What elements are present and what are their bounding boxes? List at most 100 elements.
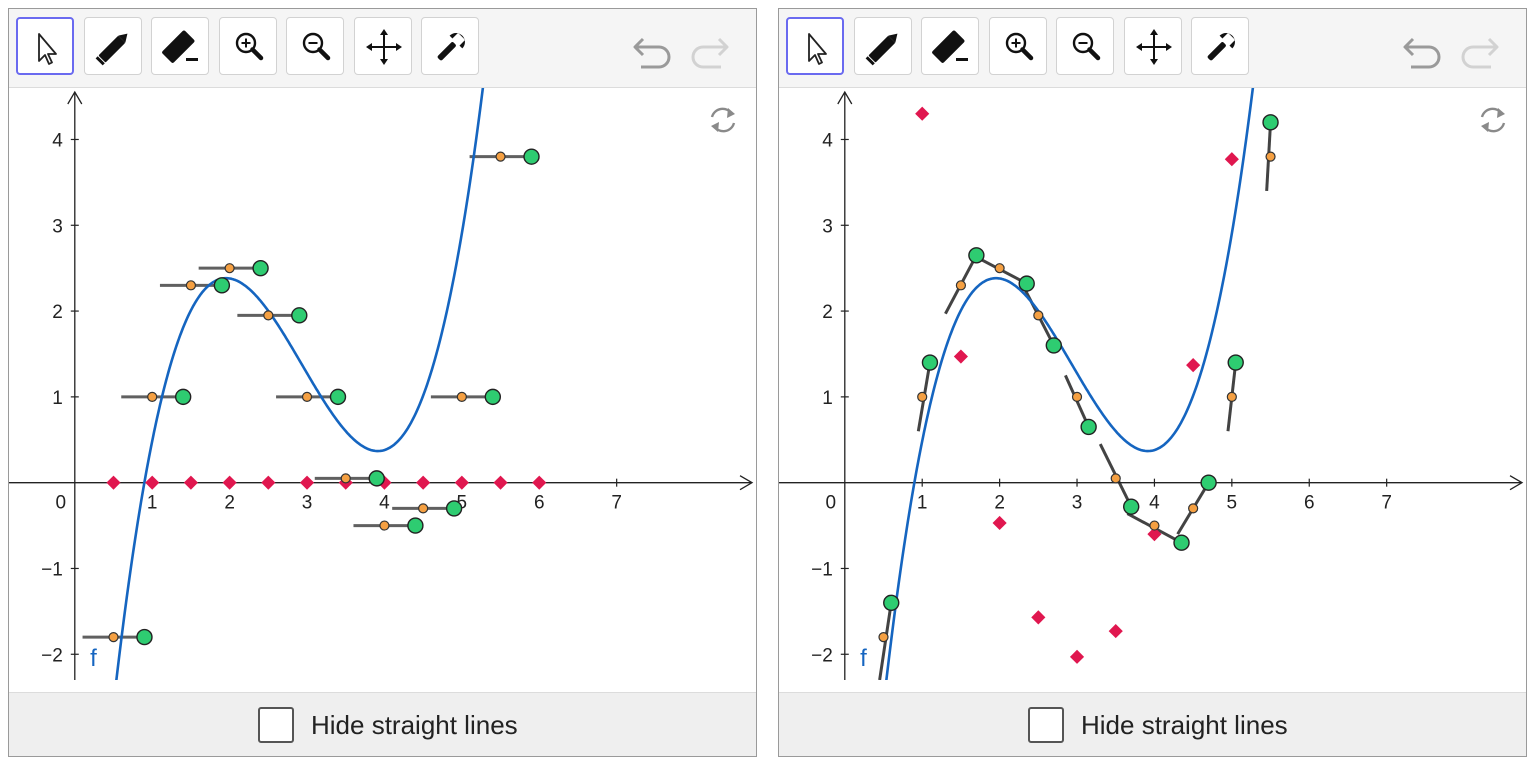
settings-tool-button[interactable] xyxy=(1191,17,1249,75)
x-tick-label: 1 xyxy=(147,493,158,514)
green-draggable-point xyxy=(1080,418,1097,436)
red-diamond-point xyxy=(145,475,160,490)
undo-button[interactable] xyxy=(1401,29,1445,74)
green-draggable-point xyxy=(1123,498,1140,515)
y-tick-label: 4 xyxy=(822,130,833,151)
y-tick-label: −2 xyxy=(811,645,833,666)
graphics-view[interactable]: 0 1 2 3 4 5 6 7 4 3 2 1 −1 −2 f xyxy=(779,88,1526,680)
graphics-view[interactable]: 0 1 2 3 4 5 6 7 4 3 2 1 −1 −2 f xyxy=(9,88,756,680)
orange-point xyxy=(1149,520,1160,531)
function-label: f xyxy=(860,645,867,672)
move-arrows-icon xyxy=(1135,29,1172,65)
function-label: f xyxy=(90,645,97,672)
move-graphics-tool-button[interactable] xyxy=(1123,17,1182,75)
orange-point xyxy=(1110,473,1121,484)
orange-point xyxy=(340,473,351,484)
x-tick-label: 2 xyxy=(224,493,235,514)
red-diamond-point xyxy=(992,515,1007,531)
arrow-pointer-icon xyxy=(808,33,827,65)
redo-icon xyxy=(1461,37,1499,69)
orange-point xyxy=(418,503,429,514)
hide-straight-lines-label: Hide straight lines xyxy=(1081,710,1288,740)
green-draggable-point xyxy=(1018,275,1035,292)
orange-point xyxy=(147,391,158,402)
red-diamond-point xyxy=(532,475,547,490)
red-diamond-point xyxy=(299,475,315,490)
redo-button[interactable] xyxy=(1457,29,1501,74)
undo-icon xyxy=(633,37,671,69)
green-draggable-point xyxy=(213,277,231,294)
orange-point xyxy=(456,391,467,402)
settings-tool-button[interactable] xyxy=(421,17,479,75)
refresh-icon xyxy=(710,107,736,133)
eraser-tool-button[interactable] xyxy=(151,17,209,75)
red-diamond-point xyxy=(915,106,930,121)
green-draggable-point xyxy=(252,259,269,277)
red-diamond-point xyxy=(1186,358,1201,373)
red-diamond-point xyxy=(106,475,121,490)
zoom-in-icon xyxy=(235,32,263,61)
zoom-in-tool-button[interactable] xyxy=(988,17,1047,75)
redo-button[interactable] xyxy=(687,29,731,74)
red-diamond-point xyxy=(493,475,508,490)
y-tick-label: 1 xyxy=(52,388,63,409)
zoom-out-icon xyxy=(302,32,331,61)
orange-point xyxy=(994,263,1005,274)
eraser-icon xyxy=(162,30,198,63)
hide-straight-lines-checkbox[interactable] xyxy=(258,707,294,743)
graph-svg[interactable]: 0 1 2 3 4 5 6 7 4 3 2 1 −1 −2 f xyxy=(779,88,1526,680)
x-tick-label: 1 xyxy=(917,493,928,514)
orange-point xyxy=(495,151,506,162)
zoom-in-tool-button[interactable] xyxy=(218,17,277,75)
orange-point xyxy=(185,280,197,291)
function-f-curve xyxy=(115,88,485,680)
red-diamond-point xyxy=(261,475,276,490)
green-draggable-point xyxy=(1200,474,1217,491)
green-draggable-point xyxy=(1262,114,1279,131)
orange-point xyxy=(1265,151,1276,162)
graph-svg[interactable]: 0 1 2 3 4 5 6 7 4 3 2 1 −1 −2 f xyxy=(9,88,756,680)
y-tick-label: 2 xyxy=(52,302,63,323)
y-axis-arrow xyxy=(837,90,853,105)
green-draggable-point xyxy=(445,500,463,517)
wrench-icon xyxy=(1207,32,1236,61)
y-tick-label: −1 xyxy=(811,559,833,580)
move-tool-button[interactable] xyxy=(786,17,844,75)
green-draggable-point xyxy=(484,388,502,406)
hide-straight-lines-label: Hide straight lines xyxy=(311,710,518,740)
zoom-out-tool-button[interactable] xyxy=(286,17,344,75)
zoom-out-tool-button[interactable] xyxy=(1056,17,1114,75)
eraser-tool-button[interactable] xyxy=(921,17,979,75)
hide-straight-lines-checkbox[interactable] xyxy=(1028,707,1064,743)
pen-tool-button[interactable] xyxy=(853,17,912,75)
orange-point xyxy=(878,632,889,643)
y-tick-label: 1 xyxy=(822,388,833,409)
move-graphics-tool-button[interactable] xyxy=(353,17,412,75)
toolbar xyxy=(9,9,756,88)
orange-point xyxy=(263,310,274,321)
green-draggable-point xyxy=(968,247,985,264)
red-diamond-point xyxy=(1108,624,1123,639)
x-tick-label: 2 xyxy=(994,493,1005,514)
green-draggable-point xyxy=(136,628,153,646)
y-tick-label: 3 xyxy=(52,216,63,237)
refresh-icon xyxy=(1480,107,1506,133)
y-tick-label: −1 xyxy=(41,559,63,580)
undo-button[interactable] xyxy=(631,29,675,74)
orange-point xyxy=(1188,503,1199,514)
y-tick-label: 4 xyxy=(52,130,63,151)
red-diamond-point xyxy=(1069,649,1085,664)
move-tool-button[interactable] xyxy=(16,17,74,75)
x-tick-label: 4 xyxy=(1149,493,1160,514)
green-draggable-point xyxy=(883,594,900,611)
applet-right: 0 1 2 3 4 5 6 7 4 3 2 1 −1 −2 f Hide straight lines xyxy=(778,8,1527,757)
y-tick-label: 3 xyxy=(822,216,833,237)
orange-point xyxy=(224,263,235,274)
x-tick-label: 0 xyxy=(826,493,837,514)
wrench-icon xyxy=(437,32,466,61)
pen-tool-button[interactable] xyxy=(83,17,142,75)
orange-point xyxy=(1071,391,1083,402)
green-draggable-point xyxy=(1227,354,1244,371)
arrow-pointer-icon xyxy=(38,33,57,65)
eraser-icon xyxy=(932,30,968,63)
